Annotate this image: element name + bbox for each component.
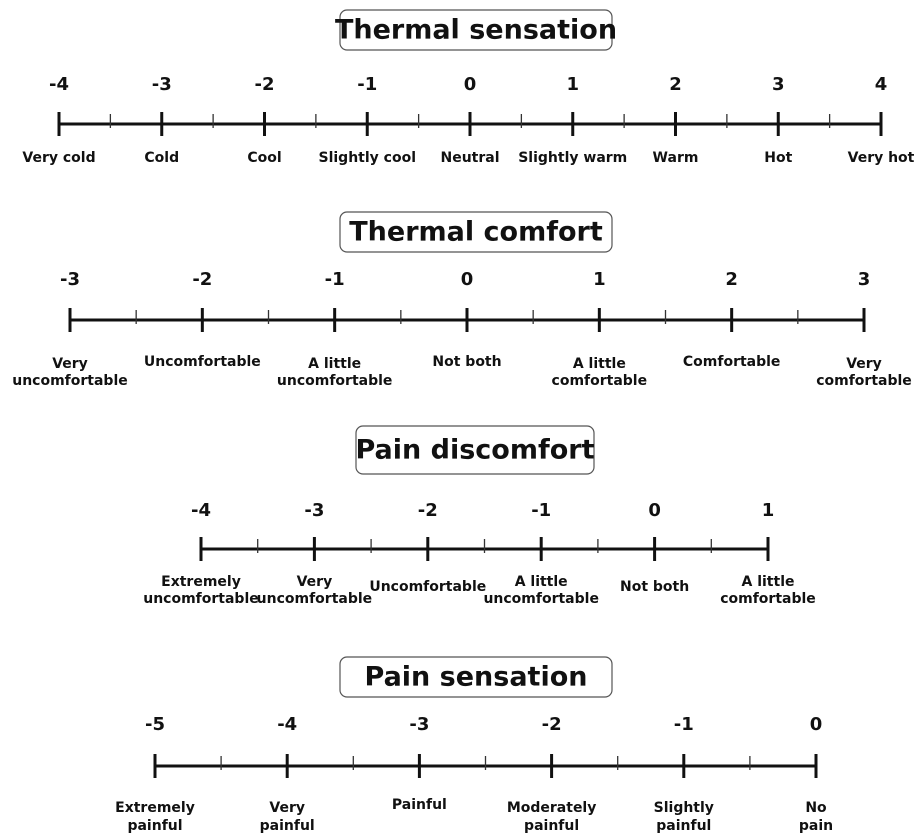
tick-label: Hot <box>764 150 792 166</box>
tick-label: uncomfortable <box>12 373 128 389</box>
tick-label: Very <box>846 356 882 372</box>
title-box <box>339 211 613 253</box>
tick-label: Very <box>269 800 305 816</box>
tick-label: painful <box>656 818 711 834</box>
tick-number: -3 <box>409 714 429 735</box>
tick-number: 2 <box>669 74 682 95</box>
tick-number: 0 <box>810 714 823 735</box>
tick-number: -5 <box>145 714 165 735</box>
tick-label: painful <box>524 818 579 834</box>
tick-label: Very cold <box>22 150 95 166</box>
tick-number: -2 <box>418 500 438 521</box>
tick-number: 0 <box>461 269 474 290</box>
tick-label: uncomfortable <box>277 373 393 389</box>
scale-title: Thermal comfort <box>349 217 603 248</box>
tick-label: uncomfortable <box>483 591 599 607</box>
tick-label: Slightly <box>654 800 714 816</box>
tick-number: 3 <box>772 74 785 95</box>
tick-label: Extremely <box>115 800 195 816</box>
tick-number: -3 <box>152 74 172 95</box>
title-box <box>355 425 595 475</box>
tick-label: comfortable <box>552 373 648 389</box>
tick-label: A little <box>515 574 568 590</box>
tick-number: -1 <box>674 714 694 735</box>
tick-label: Not both <box>432 354 501 370</box>
tick-label: A little <box>308 356 361 372</box>
tick-label: Warm <box>653 150 699 166</box>
tick-label: Cool <box>247 150 281 166</box>
tick-number: -3 <box>304 500 324 521</box>
tick-label: Not both <box>620 579 689 595</box>
tick-label: Very <box>52 356 88 372</box>
scale-title: Pain sensation <box>365 662 588 693</box>
tick-label: Uncomfortable <box>144 354 261 370</box>
tick-number: -2 <box>255 74 275 95</box>
tick-label: Neutral <box>440 150 499 166</box>
tick-label: A little <box>742 574 795 590</box>
tick-label: Cold <box>144 150 179 166</box>
tick-number: -2 <box>542 714 562 735</box>
tick-label: Moderately <box>507 800 597 816</box>
scale: Pain discomfort-4Extremelyuncomfortable-… <box>143 425 816 607</box>
tick-number: -2 <box>192 269 212 290</box>
scale-title: Pain discomfort <box>355 435 594 466</box>
tick-label: Slightly warm <box>518 150 627 166</box>
tick-number: 1 <box>593 269 606 290</box>
tick-number: 1 <box>566 74 579 95</box>
tick-number: 0 <box>648 500 661 521</box>
tick-label: Uncomfortable <box>369 579 486 595</box>
tick-label: A little <box>573 356 626 372</box>
tick-label: pain <box>799 818 833 834</box>
tick-number: -1 <box>325 269 345 290</box>
tick-number: 2 <box>725 269 738 290</box>
tick-label: painful <box>127 818 182 834</box>
tick-number: -4 <box>49 74 69 95</box>
tick-number: -4 <box>277 714 297 735</box>
tick-label: Comfortable <box>683 354 781 370</box>
tick-number: 0 <box>464 74 477 95</box>
tick-label: uncomfortable <box>257 591 373 607</box>
tick-number: 3 <box>858 269 871 290</box>
tick-label: comfortable <box>816 373 912 389</box>
title-box <box>339 656 613 698</box>
tick-label: Slightly cool <box>319 150 417 166</box>
tick-label: painful <box>260 818 315 834</box>
title-box <box>339 9 613 51</box>
tick-number: 1 <box>762 500 775 521</box>
tick-label: comfortable <box>720 591 816 607</box>
tick-number: -1 <box>531 500 551 521</box>
tick-label: Very <box>297 574 333 590</box>
scale: Pain sensation -5 Extremely painful -4 Very pa… <box>115 656 833 834</box>
tick-number: 4 <box>875 74 888 95</box>
tick-label: Very hot <box>848 150 915 166</box>
tick-number: -4 <box>191 500 211 521</box>
tick-label: Extremely <box>161 574 241 590</box>
scale: Thermal comfort-3Veryuncomfortable-2Unco… <box>12 211 912 389</box>
tick-number: -3 <box>60 269 80 290</box>
tick-number: -1 <box>357 74 377 95</box>
scale: Thermal sensation -4 Very cold -3 Cold -2 Cool… <box>22 9 915 166</box>
scale-title: Thermal sensation <box>335 15 617 46</box>
tick-label: uncomfortable <box>143 591 259 607</box>
tick-label: Painful <box>392 797 447 813</box>
tick-label: No <box>805 800 827 816</box>
